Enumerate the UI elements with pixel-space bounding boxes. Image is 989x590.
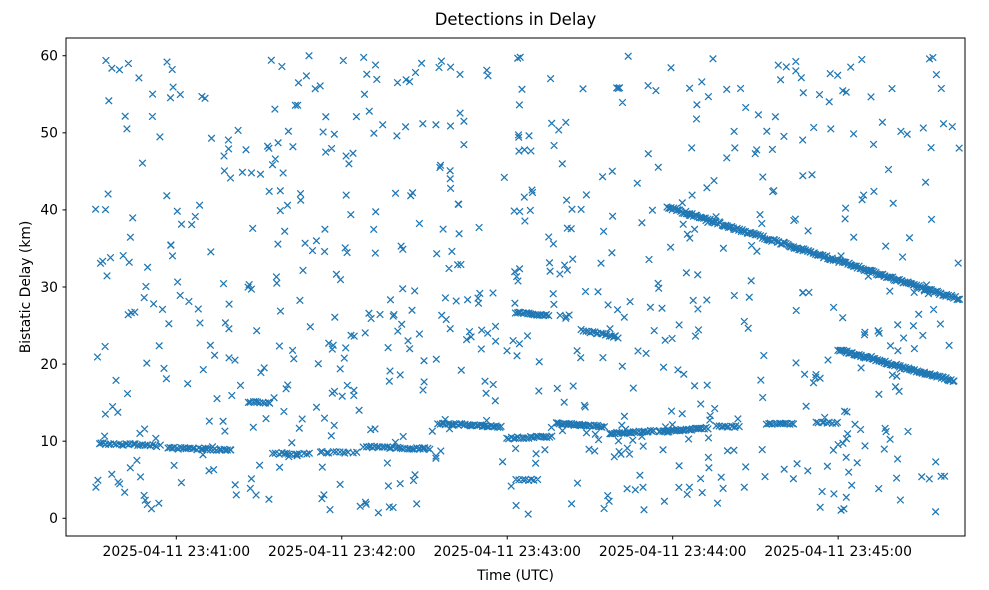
x-tick-label: 2025-04-11 23:43:00 <box>433 544 581 560</box>
scatter-markers <box>91 51 964 518</box>
y-tick-label: 0 <box>49 511 58 527</box>
scatter-markers-layer <box>91 51 964 518</box>
y-axis-ticks: 0 10 20 30 40 50 60 <box>40 49 66 527</box>
y-tick-label: 40 <box>40 203 58 219</box>
y-tick-label: 50 <box>40 126 58 142</box>
y-tick-label: 30 <box>40 280 58 296</box>
x-tick-label: 2025-04-11 23:41:00 <box>103 544 251 560</box>
y-axis-label: Bistatic Delay (km) <box>18 221 34 354</box>
x-tick-label: 2025-04-11 23:44:00 <box>599 544 747 560</box>
x-axis-label: Time (UTC) <box>476 568 554 584</box>
x-tick-label: 2025-04-11 23:42:00 <box>268 544 416 560</box>
chart-title: Detections in Delay <box>435 10 597 29</box>
x-tick-label: 2025-04-11 23:45:00 <box>764 544 912 560</box>
plot-frame <box>65 37 966 537</box>
y-tick-label: 20 <box>40 357 58 373</box>
y-tick-label: 60 <box>40 49 58 65</box>
y-tick-label: 10 <box>40 434 58 450</box>
x-axis-ticks: 2025-04-11 23:41:00 2025-04-11 23:42:00 20… <box>103 536 912 560</box>
plot-area: 2025-04-11 23:41:00 2025-04-11 23:42:00 20… <box>40 37 966 560</box>
